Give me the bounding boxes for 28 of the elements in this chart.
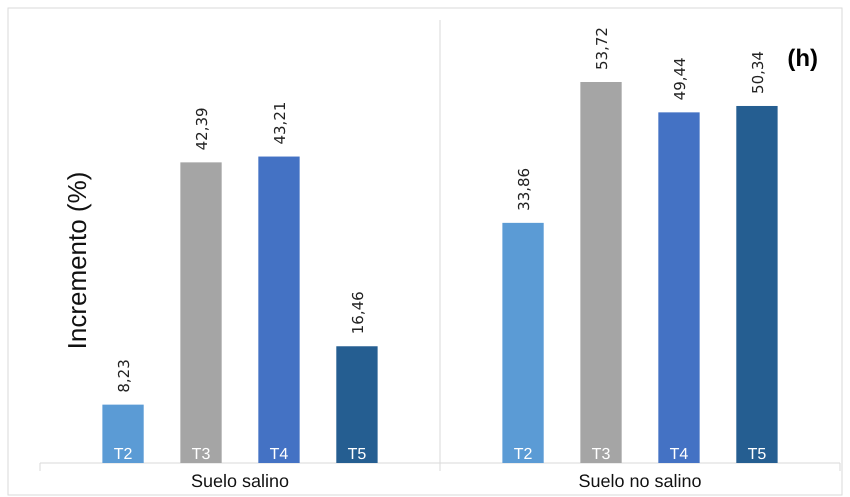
data-label: 43,21 [270,102,289,145]
text: T2 [514,446,532,463]
bar [736,106,778,463]
series-label: T3 [192,446,210,463]
bar [502,222,544,463]
bar [102,404,144,463]
x-tick-label: Suelo salino [190,471,290,491]
bar [336,346,378,463]
series-label: T2 [114,446,132,463]
x-tick-label: Suelo no salino [578,471,702,491]
series-label: T5 [348,446,366,463]
data-label: 42,39 [193,107,212,150]
data-label: 53,72 [593,27,612,70]
data-label: 16,46 [348,291,367,334]
data-label: 49,44 [670,57,689,100]
bar [580,82,622,463]
text: T3 [592,446,610,463]
data-label: 50,34 [748,51,767,94]
bar [658,112,700,463]
text: T5 [748,446,766,463]
data-label: 8,23 [115,359,134,393]
y-axis-title: Incremento (%) [62,172,92,350]
text: T4 [670,446,688,463]
text: (h) [787,45,818,72]
bar [258,156,300,463]
series-label: T4 [270,446,288,463]
bar [180,162,222,463]
data-label: 33,86 [515,168,534,211]
